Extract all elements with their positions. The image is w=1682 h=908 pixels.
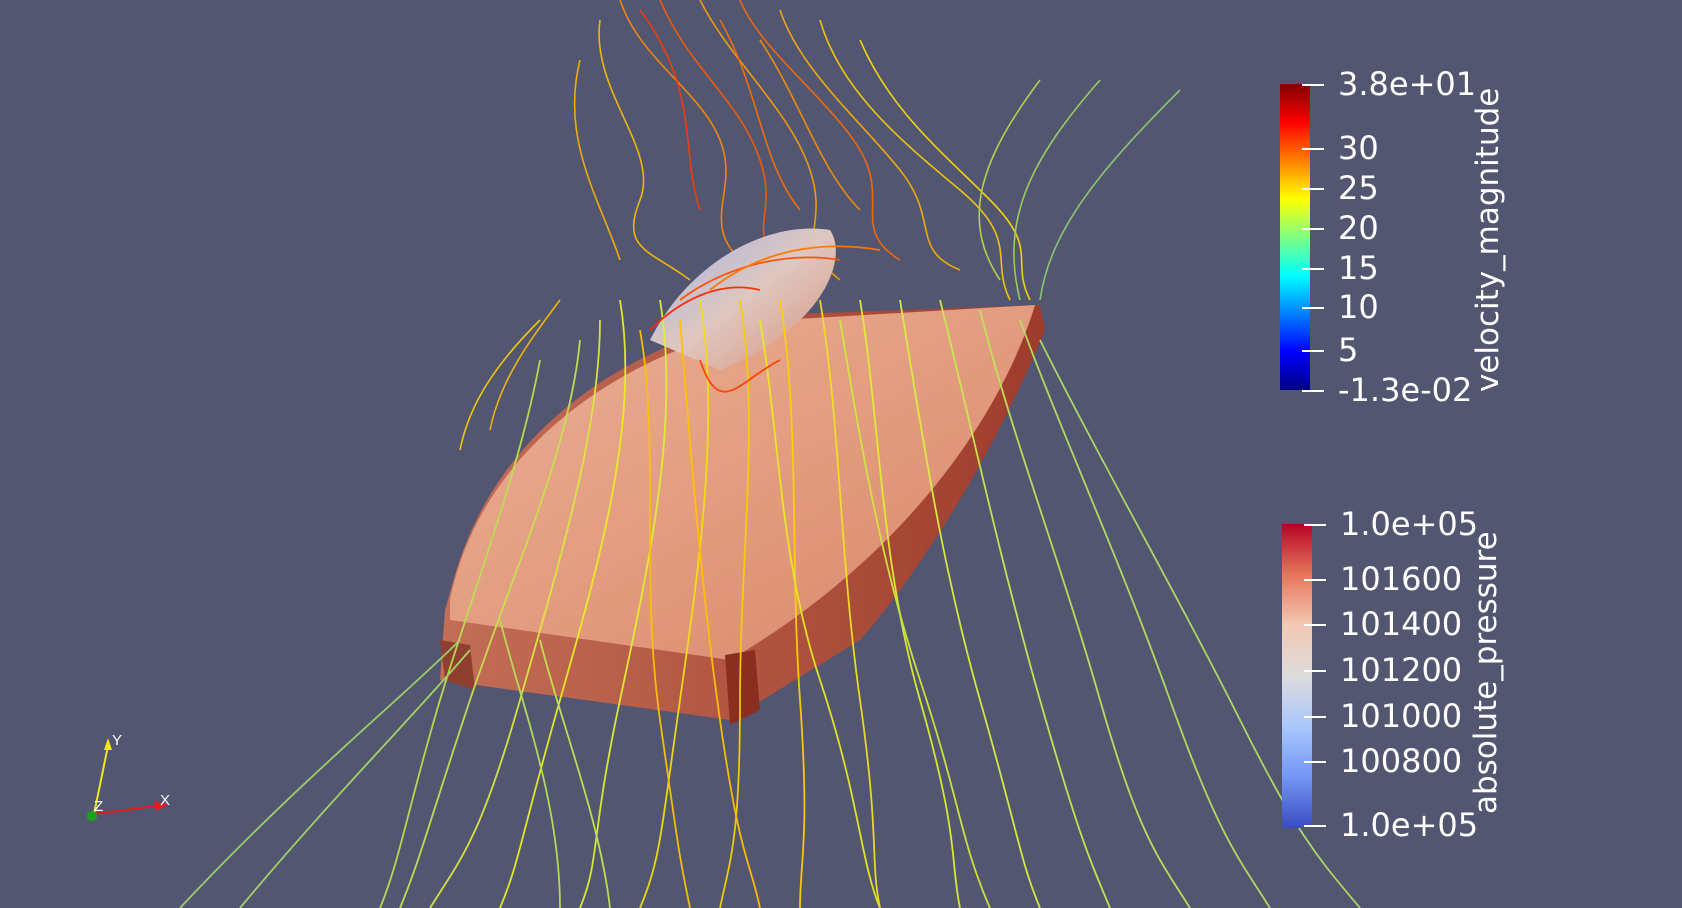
- pressure-colorbar: 1.0e+05 101600 101400 101200 101000 100800 1.0…: [1282, 508, 1582, 841]
- velocity-tick-label: 20: [1338, 209, 1379, 247]
- pressure-tick-label: 101600: [1340, 560, 1463, 598]
- pressure-tick: [1304, 670, 1326, 672]
- orientation-axes-graphic: [87, 738, 168, 821]
- pressure-tick: [1304, 624, 1326, 626]
- velocity-tick: [1302, 188, 1324, 190]
- velocity-tick: [1302, 84, 1324, 86]
- velocity-tick: [1302, 148, 1324, 150]
- streamlines-front: [179, 245, 1361, 908]
- pressure-tick: [1304, 761, 1326, 763]
- velocity-tick: [1302, 390, 1324, 392]
- velocity-tick-label: 10: [1338, 288, 1379, 326]
- pressure-colorbar-title: absolute_pressure: [1468, 531, 1504, 814]
- z-axis-label: Z: [94, 798, 104, 815]
- velocity-tick: [1302, 350, 1324, 352]
- vessel-body: [440, 228, 1045, 725]
- pressure-tick-label: 1.0e+05: [1340, 806, 1479, 844]
- velocity-tick-label: 30: [1338, 129, 1379, 167]
- velocity-tick-label: -1.3e-02: [1338, 371, 1473, 409]
- velocity-tick-label: 25: [1338, 169, 1379, 207]
- pressure-tick-label: 101000: [1340, 697, 1463, 735]
- x-axis-label: X: [160, 792, 171, 809]
- pressure-tick: [1304, 579, 1326, 581]
- pressure-colorbar-gradient: [1282, 524, 1312, 828]
- velocity-tick-label: 5: [1338, 331, 1359, 369]
- velocity-tick: [1302, 228, 1324, 230]
- velocity-tick: [1302, 268, 1324, 270]
- velocity-tick: [1302, 307, 1324, 309]
- pressure-tick: [1304, 524, 1326, 526]
- velocity-colorbar-gradient: [1280, 84, 1310, 390]
- velocity-colorbar-title: velocity_magnitude: [1470, 87, 1506, 392]
- pressure-tick: [1304, 825, 1326, 827]
- y-axis-label: Y: [112, 732, 123, 749]
- pressure-tick-label: 101200: [1340, 651, 1463, 689]
- streamlines-back: [459, 0, 1181, 451]
- velocity-tick-label: 3.8e+01: [1338, 65, 1477, 103]
- pressure-tick-label: 1.0e+05: [1340, 505, 1479, 543]
- pressure-tick-label: 100800: [1340, 742, 1463, 780]
- velocity-colorbar: 3.8e+01 30 25 20 15 10 5 -1.3e-02: [1280, 68, 1580, 409]
- pressure-tick: [1304, 716, 1326, 718]
- velocity-tick-label: 15: [1338, 249, 1379, 287]
- pressure-tick-label: 101400: [1340, 605, 1463, 643]
- orientation-axes[interactable]: Y X Z: [80, 730, 190, 830]
